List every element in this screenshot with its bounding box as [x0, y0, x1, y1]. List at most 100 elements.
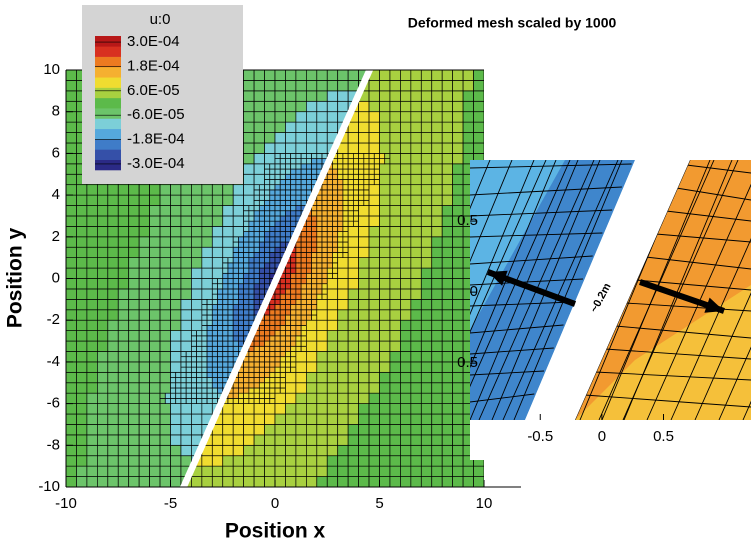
mesh-cell [312, 299, 317, 304]
mesh-cell [76, 226, 86, 236]
mesh-cell [254, 357, 259, 362]
mesh-cell [233, 237, 238, 242]
mesh-cell [338, 279, 348, 289]
mesh-cell [369, 404, 379, 414]
mesh-cell [202, 289, 212, 299]
mesh-cell [322, 190, 327, 195]
mesh-cell [312, 185, 317, 190]
mesh-cell [176, 372, 181, 377]
mesh-cell [348, 237, 358, 247]
mesh-cell [171, 362, 181, 372]
mesh-cell [238, 362, 243, 367]
mesh-cell [265, 174, 270, 179]
mesh-cell [254, 477, 264, 487]
mesh-cell [265, 101, 275, 111]
mesh-cell [181, 206, 191, 216]
mesh-cell [181, 404, 191, 414]
mesh-cell [254, 435, 264, 445]
mesh-cell [348, 383, 358, 393]
mesh-cell [218, 325, 223, 330]
mesh-cell [369, 372, 379, 382]
mesh-cell [223, 378, 228, 383]
mesh-cell [390, 216, 400, 226]
mesh-cell [212, 336, 217, 341]
mesh-cell [212, 247, 222, 257]
mesh-cell [171, 383, 176, 388]
mesh-cell [171, 226, 181, 236]
mesh-cell [233, 320, 238, 325]
mesh-cell [197, 341, 202, 346]
mesh-cell [285, 341, 290, 346]
mesh-cell [244, 164, 254, 174]
mesh-cell [97, 237, 107, 247]
mesh-cell [249, 372, 254, 377]
inset-x-tick-label: -0.5 [527, 428, 553, 445]
mesh-cell [301, 315, 306, 320]
mesh-cell [338, 393, 348, 403]
mesh-cell [343, 237, 348, 242]
mesh-cell [359, 237, 369, 247]
mesh-cell [118, 268, 128, 278]
mesh-cell [259, 357, 264, 362]
mesh-cell [348, 299, 358, 309]
mesh-cell [197, 331, 202, 336]
mesh-cell [442, 362, 452, 372]
mesh-cell [332, 247, 337, 252]
mesh-cell [249, 232, 254, 237]
mesh-cell [327, 232, 332, 237]
mesh-cell [317, 112, 327, 122]
mesh-cell [259, 211, 264, 216]
mesh-cell [275, 310, 280, 315]
mesh-cell [390, 383, 400, 393]
mesh-cell [66, 393, 76, 403]
mesh-cell [296, 284, 301, 289]
mesh-cell [129, 216, 139, 226]
mesh-cell [291, 159, 296, 164]
mesh-cell [238, 357, 243, 362]
mesh-cell [280, 153, 285, 158]
mesh-cell [181, 351, 186, 356]
mesh-cell [244, 153, 254, 163]
mesh-cell [301, 190, 306, 195]
mesh-cell [259, 388, 264, 393]
mesh-cell [160, 445, 170, 455]
mesh-cell [259, 398, 264, 403]
mesh-cell [291, 341, 296, 346]
mesh-cell [171, 299, 181, 309]
mesh-cell [244, 185, 254, 195]
mesh-cell [244, 289, 249, 294]
mesh-cell [129, 206, 139, 216]
mesh-cell [191, 398, 196, 403]
mesh-cell [171, 310, 181, 320]
mesh-cell [411, 424, 421, 434]
mesh-cell [400, 237, 410, 247]
mesh-cell [139, 424, 149, 434]
mesh-cell [400, 362, 410, 372]
mesh-cell [285, 133, 295, 143]
mesh-cell [202, 362, 207, 367]
mesh-cell [296, 393, 306, 403]
mesh-cell [421, 445, 431, 455]
mesh-cell [118, 216, 128, 226]
mesh-cell [400, 435, 410, 445]
mesh-cell [332, 174, 337, 179]
mesh-cell [285, 325, 290, 330]
mesh-cell [421, 341, 431, 351]
inset-y-tick-label: 0 [470, 283, 478, 300]
mesh-cell [254, 372, 259, 377]
mesh-cell [108, 216, 118, 226]
mesh-cell [150, 435, 160, 445]
mesh-cell [432, 289, 442, 299]
mesh-cell [275, 331, 280, 336]
mesh-cell [244, 268, 249, 273]
mesh-cell [202, 393, 207, 398]
mesh-cell [296, 331, 301, 336]
mesh-cell [197, 367, 202, 372]
mesh-cell [275, 378, 280, 383]
mesh-cell [353, 195, 358, 200]
mesh-cell [249, 258, 254, 263]
mesh-cell [129, 383, 139, 393]
mesh-cell [223, 206, 233, 216]
mesh-cell [212, 320, 217, 325]
mesh-cell [296, 305, 301, 310]
